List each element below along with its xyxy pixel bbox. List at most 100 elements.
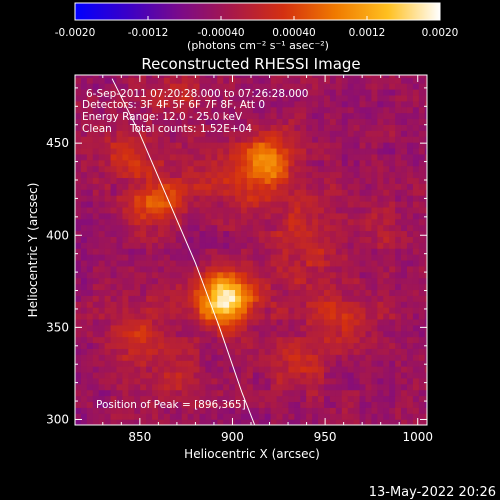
heatmap-cell <box>235 201 242 208</box>
heatmap-cell <box>300 153 307 161</box>
heatmap-cell <box>282 177 290 184</box>
heatmap-cell <box>401 336 408 344</box>
heatmap-cell <box>128 318 135 326</box>
heatmap-cell <box>116 236 124 243</box>
heatmap-cell <box>86 83 94 90</box>
heatmap-cell <box>98 118 106 125</box>
heatmap-cell <box>205 271 212 279</box>
heatmap-cell <box>270 147 278 155</box>
heatmap-cell <box>258 142 266 149</box>
heatmap-cell <box>169 75 177 78</box>
heatmap-cell <box>270 307 278 314</box>
heatmap-cell <box>318 206 325 214</box>
heatmap-cell <box>401 366 408 373</box>
heatmap-cell <box>347 360 355 367</box>
heatmap-cell <box>306 419 313 425</box>
heatmap-cell <box>163 383 171 391</box>
heatmap-cell <box>229 100 236 108</box>
heatmap-cell <box>276 283 284 291</box>
heatmap-cell <box>246 189 254 196</box>
heatmap-cell <box>229 153 236 161</box>
heatmap-cell <box>146 342 153 349</box>
heatmap-cell <box>104 407 112 414</box>
heatmap-cell <box>294 100 301 108</box>
heatmap-cell <box>199 206 207 214</box>
heatmap-cell <box>258 254 266 261</box>
heatmap-cell <box>193 242 201 249</box>
heatmap-cell <box>264 289 272 296</box>
colorbar <box>74 2 441 21</box>
heatmap-cell <box>104 336 112 344</box>
heatmap-cell <box>199 313 207 320</box>
heatmap-cell <box>418 348 426 355</box>
heatmap-cell <box>187 354 195 361</box>
heatmap-cell <box>240 289 248 296</box>
heatmap-cell <box>235 371 242 379</box>
heatmap-cell <box>252 165 260 173</box>
heatmap-cell <box>240 142 248 149</box>
heatmap-cell <box>264 254 272 261</box>
heatmap-cell <box>353 277 361 285</box>
heatmap-cell <box>169 254 177 261</box>
heatmap-cell <box>181 171 189 179</box>
heatmap-cell <box>80 318 88 326</box>
heatmap-cell <box>86 383 94 391</box>
heatmap-cell <box>401 407 408 414</box>
heatmap-cell <box>199 248 207 255</box>
heatmap-cell <box>240 377 248 385</box>
heatmap-cell <box>371 407 378 414</box>
heatmap-cell <box>152 147 159 155</box>
heatmap-cell <box>140 153 147 161</box>
heatmap-cell <box>371 248 378 255</box>
heatmap-cell <box>395 165 402 173</box>
heatmap-cell <box>383 100 390 108</box>
heatmap-cell <box>240 389 248 397</box>
heatmap-cell <box>306 94 313 102</box>
heatmap-cell <box>217 377 224 385</box>
heatmap-cell <box>223 183 230 190</box>
heatmap-cell <box>270 313 278 320</box>
heatmap-cell <box>389 89 396 96</box>
heatmap-cell <box>389 171 396 179</box>
heatmap-cell <box>282 383 290 391</box>
heatmap-cell <box>359 75 367 78</box>
heatmap-cell <box>205 177 212 184</box>
heatmap-cell <box>175 136 183 143</box>
heatmap-cell <box>116 289 124 296</box>
heatmap-cell <box>140 354 147 361</box>
heatmap-cell <box>98 277 106 285</box>
heatmap-cell <box>140 136 147 143</box>
heatmap-cell <box>92 77 100 84</box>
heatmap-cell <box>377 265 384 273</box>
heatmap-cell <box>401 206 408 214</box>
heatmap-cell <box>211 89 218 96</box>
heatmap-cell <box>92 106 100 114</box>
heatmap-cell <box>104 165 112 173</box>
heatmap-cell <box>418 301 426 308</box>
heatmap-cell <box>371 360 378 367</box>
heatmap-cell <box>223 242 230 249</box>
heatmap-cell <box>406 212 414 220</box>
heatmap-cell <box>134 212 141 220</box>
heatmap-cell <box>318 348 325 355</box>
heatmap-cell <box>217 366 224 373</box>
heatmap-cell <box>80 366 88 373</box>
heatmap-cell <box>323 89 331 96</box>
heatmap-cell <box>75 206 82 214</box>
heatmap-cell <box>122 371 129 379</box>
heatmap-cell <box>211 124 218 131</box>
heatmap-cell <box>104 360 112 367</box>
heatmap-cell <box>312 336 319 344</box>
heatmap-cell <box>163 106 171 114</box>
heatmap-cell <box>152 336 159 344</box>
heatmap-cell <box>406 218 414 226</box>
heatmap-cell <box>359 106 367 114</box>
heatmap-cell <box>217 313 224 320</box>
footer-timestamp: 13-May-2022 20:26 <box>369 485 496 500</box>
heatmap-cell <box>205 75 212 78</box>
heatmap-cell <box>252 371 260 379</box>
heatmap-cell <box>252 189 260 196</box>
heatmap-cell <box>75 283 82 291</box>
heatmap-cell <box>86 124 94 131</box>
heatmap-cell <box>163 230 171 237</box>
